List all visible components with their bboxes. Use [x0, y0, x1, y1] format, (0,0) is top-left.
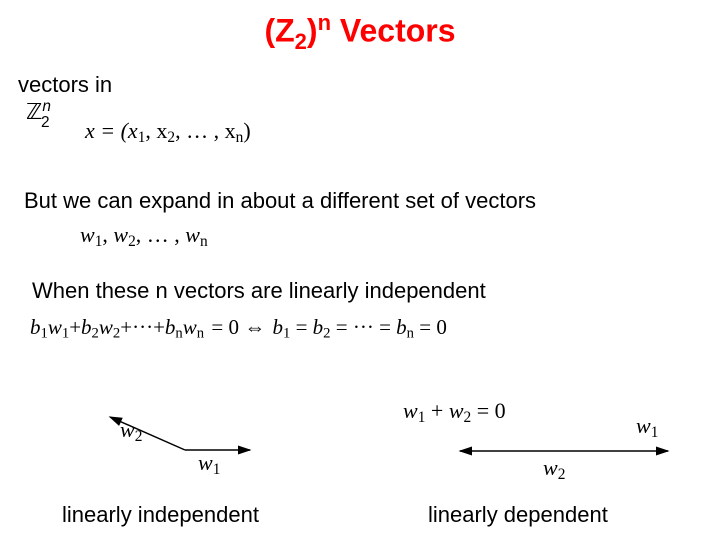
wp-w2: w	[449, 398, 464, 423]
right-vector-diagram	[0, 0, 720, 540]
w-plus-eq: w1 + w2 = 0	[403, 398, 506, 427]
right-w1-label: w1	[636, 413, 658, 442]
wp-plus: +	[425, 398, 448, 423]
cap-right-text: linearly dependent	[428, 502, 608, 527]
cap-left-text: linearly independent	[62, 502, 259, 527]
rw2-s: 2	[558, 466, 566, 483]
rw1-w: w	[636, 413, 651, 438]
rw2-w: w	[543, 455, 558, 480]
right-w2-label: w2	[543, 455, 565, 484]
caption-left: linearly independent	[62, 502, 259, 528]
caption-right: linearly dependent	[428, 502, 608, 528]
rw1-s: 1	[651, 424, 659, 441]
wp-w1: w	[403, 398, 418, 423]
wp-eq: = 0	[471, 398, 505, 423]
